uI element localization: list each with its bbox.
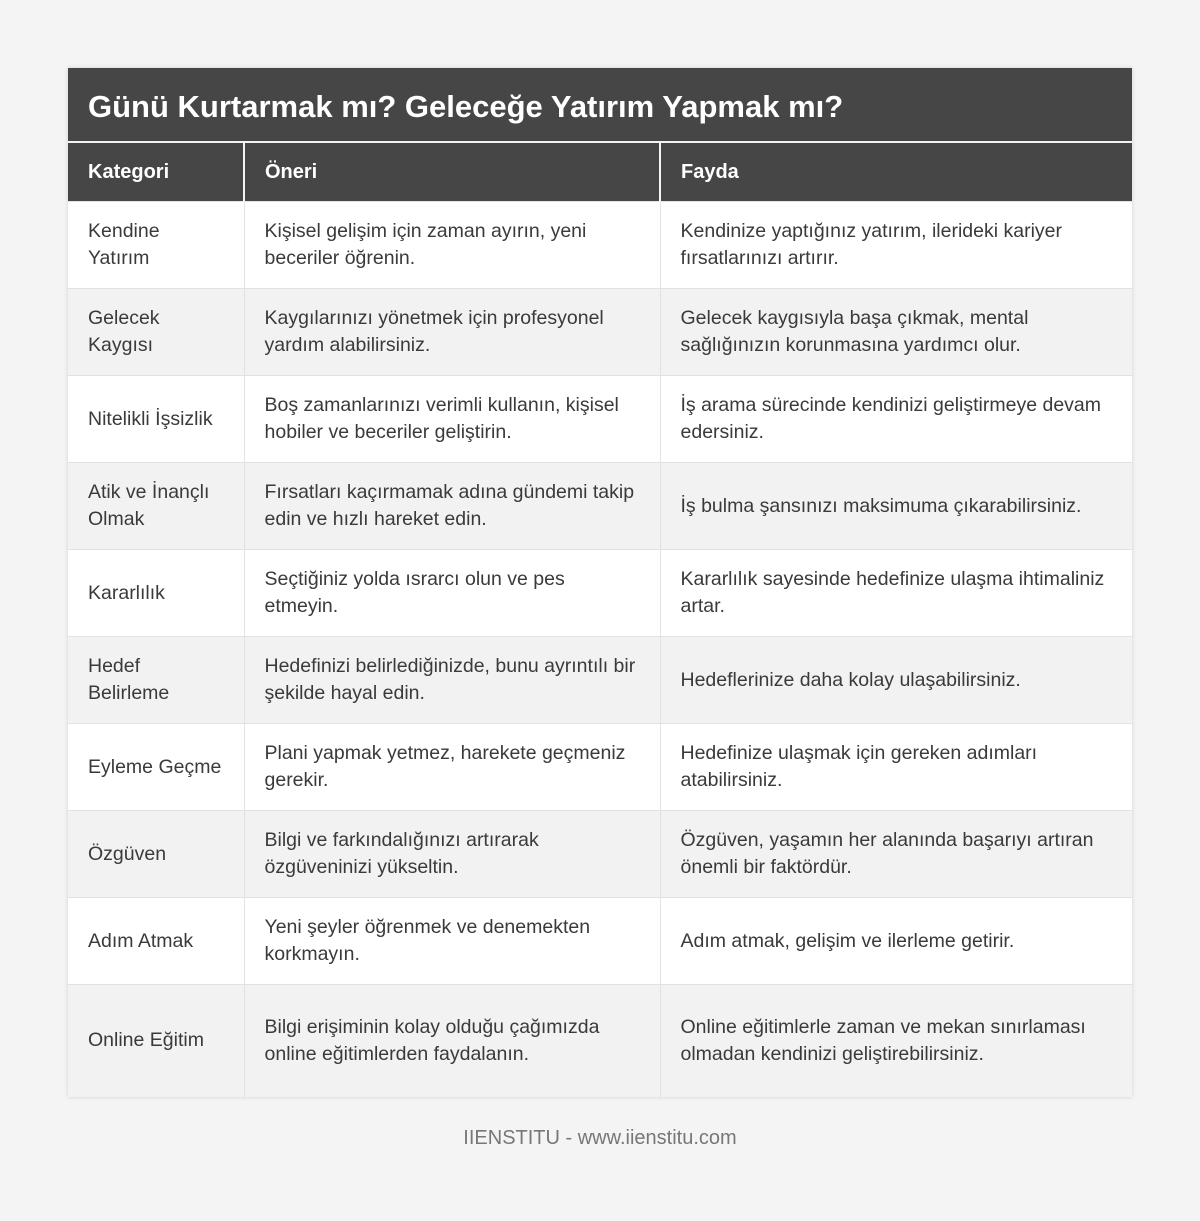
oneri-cell: Bilgi ve farkındalığınızı artırarak özgü… <box>244 810 661 898</box>
table-row: Nitelikli İşsizlik Boş zamanlarınızı veri… <box>68 375 1132 463</box>
kategori-cell: Kendine Yatırım <box>68 201 245 289</box>
fayda-cell: Hedefinize ulaşmak için gereken adımları… <box>660 723 1132 811</box>
kategori-cell: Hedef Belirleme <box>68 636 245 724</box>
oneri-cell: Yeni şeyler öğrenmek ve denemekten korkm… <box>244 897 661 985</box>
fayda-cell: Kendinize yaptığınız yatırım, ilerideki … <box>660 201 1132 289</box>
oneri-cell: Boş zamanlarınızı verimli kullanın, kişi… <box>244 375 661 463</box>
table-row: Adım Atmak Yeni şeyler öğrenmek ve deneme… <box>68 897 1132 985</box>
header-fayda: Fayda <box>660 143 1132 202</box>
header-row: Kategori Öneri Fayda <box>68 143 1132 202</box>
table-row: Eyleme Geçme Plani yapmak yetmez, hareket… <box>68 723 1132 811</box>
oneri-cell: Fırsatları kaçırmamak adına gündemi taki… <box>244 462 661 550</box>
kategori-cell: Nitelikli İşsizlik <box>68 375 245 463</box>
table-container: Günü Kurtarmak mı? Geleceğe Yatırım Yapm… <box>68 68 1132 1097</box>
data-table: Kategori Öneri Fayda Kendine Yatırım Kişi… <box>68 143 1132 1097</box>
fayda-cell: Özgüven, yaşamın her alanında başarıyı a… <box>660 810 1132 898</box>
kategori-cell: Adım Atmak <box>68 897 245 985</box>
table-row: Gelecek Kaygısı Kaygılarınızı yönetmek iç… <box>68 288 1132 376</box>
table-row: Kendine Yatırım Kişisel gelişim için zama… <box>68 201 1132 289</box>
kategori-cell: Özgüven <box>68 810 245 898</box>
table-row: Hedef Belirleme Hedefinizi belirlediğiniz… <box>68 636 1132 724</box>
table-row: Online Eğitim Bilgi erişiminin kolay oldu… <box>68 984 1132 1097</box>
oneri-cell: Kişisel gelişim için zaman ayırın, yeni … <box>244 201 661 289</box>
fayda-cell: Hedeflerinize daha kolay ulaşabilirsiniz… <box>660 636 1132 724</box>
oneri-cell: Bilgi erişiminin kolay olduğu çağımızda … <box>244 984 661 1097</box>
kategori-cell: Online Eğitim <box>68 984 245 1097</box>
footer-credit: IIENSTITU - www.iienstitu.com <box>463 1127 737 1149</box>
fayda-cell: Online eğitimlerle zaman ve mekan sınırl… <box>660 984 1132 1097</box>
table-row: Özgüven Bilgi ve farkındalığınızı artırar… <box>68 810 1132 898</box>
table-row: Kararlılık Seçtiğiniz yolda ısrarcı olun … <box>68 549 1132 637</box>
fayda-cell: İş arama sürecinde kendinizi geliştirmey… <box>660 375 1132 463</box>
oneri-cell: Hedefinizi belirlediğinizde, bunu ayrınt… <box>244 636 661 724</box>
header-oneri: Öneri <box>244 143 661 202</box>
kategori-cell: Kararlılık <box>68 549 245 637</box>
kategori-cell: Atik ve İnançlı Olmak <box>68 462 245 550</box>
oneri-cell: Seçtiğiniz yolda ısrarcı olun ve pes etm… <box>244 549 661 637</box>
fayda-cell: Gelecek kaygısıyla başa çıkmak, mental s… <box>660 288 1132 376</box>
kategori-cell: Eyleme Geçme <box>68 723 245 811</box>
oneri-cell: Kaygılarınızı yönetmek için profesyonel … <box>244 288 661 376</box>
fayda-cell: İş bulma şansınızı maksimuma çıkarabilir… <box>660 462 1132 550</box>
fayda-cell: Adım atmak, gelişim ve ilerleme getirir. <box>660 897 1132 985</box>
kategori-cell: Gelecek Kaygısı <box>68 288 245 376</box>
table-title: Günü Kurtarmak mı? Geleceğe Yatırım Yapm… <box>68 68 1132 143</box>
header-kategori: Kategori <box>68 143 245 202</box>
oneri-cell: Plani yapmak yetmez, harekete geçmeniz g… <box>244 723 661 811</box>
table-row: Atik ve İnançlı Olmak Fırsatları kaçırmam… <box>68 462 1132 550</box>
fayda-cell: Kararlılık sayesinde hedefinize ulaşma i… <box>660 549 1132 637</box>
